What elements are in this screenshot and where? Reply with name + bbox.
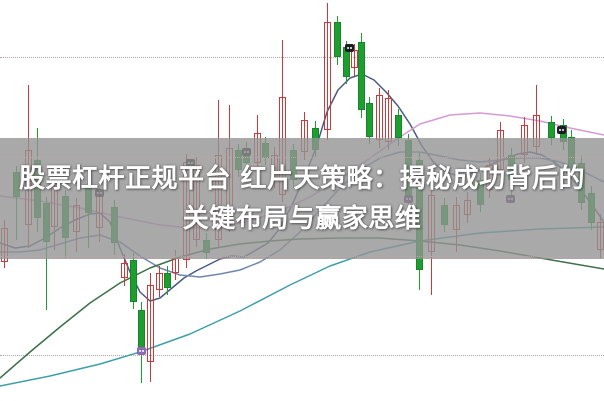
candle-wick [354, 44, 355, 76]
headline-banner: 股票杠杆正规平台 红片天策略：揭秘成功背后的 关键布局与赢家思维 [0, 138, 604, 259]
candle-body [130, 260, 137, 302]
headline-line-2: 关键布局与赢家思维 [182, 203, 422, 234]
gridline [0, 355, 604, 356]
candle-body [147, 285, 154, 362]
candle-body [334, 22, 341, 57]
candle-body [395, 115, 402, 138]
candle-wick [536, 85, 537, 155]
signal-marker-icon [557, 126, 566, 134]
candle-body [366, 103, 373, 137]
candle-wick [282, 40, 283, 202]
candle-body [351, 50, 358, 68]
gridline [0, 256, 604, 257]
gridline [0, 57, 604, 58]
candle-body [548, 122, 555, 138]
candle-wick [327, 3, 328, 140]
signal-marker-icon [137, 347, 146, 355]
candle-wick [304, 112, 305, 160]
signal-marker-icon [345, 44, 354, 52]
headline-banner-overlay [0, 138, 604, 259]
candle-wick [159, 266, 160, 297]
candle-body [164, 273, 171, 288]
candle-wick [124, 254, 125, 286]
candle-body [324, 22, 331, 130]
headline-line-1: 股票杠杆正规平台 红片天策略：揭秘成功背后的 [18, 163, 586, 194]
gridline [0, 157, 604, 158]
candle-wick [150, 273, 151, 382]
candle-wick [175, 250, 176, 280]
candle-body [156, 273, 163, 290]
candle-body [358, 42, 365, 110]
candle-wick [388, 90, 389, 150]
candle-wick [379, 88, 380, 148]
candle-body [121, 263, 128, 278]
